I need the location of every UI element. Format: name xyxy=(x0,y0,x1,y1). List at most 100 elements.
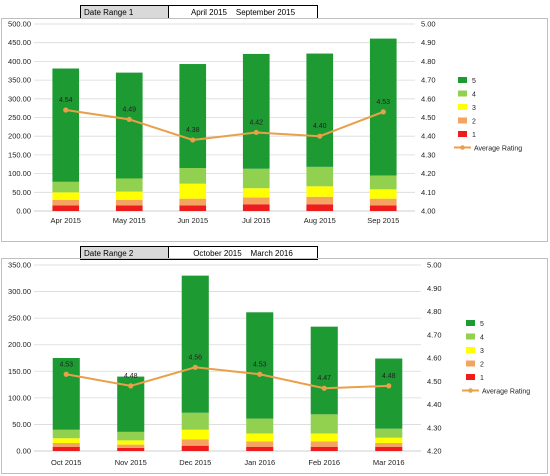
bar-segment-1 xyxy=(242,204,270,211)
y-tick-label: 200.00 xyxy=(8,340,31,349)
x-tick-label: Nov 2015 xyxy=(115,458,147,467)
bar-segment-2 xyxy=(310,441,338,447)
y-tick-label: 0.00 xyxy=(16,207,31,216)
legend-label: 1 xyxy=(472,132,476,139)
legend-swatch-4 xyxy=(466,333,475,340)
bar-segment-3 xyxy=(179,183,207,199)
y2-tick-label: 4.00 xyxy=(421,207,436,216)
bar-segment-5 xyxy=(52,68,80,182)
date-range-label: Date Range 1 xyxy=(81,6,169,18)
legend-swatch-3 xyxy=(466,347,475,353)
average-rating-point xyxy=(380,109,386,115)
x-tick-label: May 2015 xyxy=(113,216,146,225)
y2-tick-label: 4.90 xyxy=(427,284,442,293)
data-label: 4.40 xyxy=(313,123,327,130)
y-tick-label: 500.00 xyxy=(8,20,31,29)
legend-label: Average Rating xyxy=(482,389,530,396)
legend-label: 5 xyxy=(472,78,476,85)
legend-label: 1 xyxy=(480,375,484,382)
bar-segment-5 xyxy=(242,53,270,169)
bar-segment-4 xyxy=(52,181,80,193)
y-tick-label: 300.00 xyxy=(8,287,31,296)
bar-segment-5 xyxy=(310,326,338,415)
bar-segment-3 xyxy=(369,189,397,199)
data-label: 4.54 xyxy=(59,97,73,104)
bar-segment-1 xyxy=(375,446,403,451)
date-range-value: October 2015 March 2016 xyxy=(193,249,293,258)
bar-segment-3 xyxy=(52,192,80,200)
y2-tick-label: 4.10 xyxy=(421,188,436,197)
legend-label: 4 xyxy=(480,335,484,342)
bar-segment-4 xyxy=(246,418,274,434)
y-tick-label: 350.00 xyxy=(8,76,31,85)
data-label: 4.53 xyxy=(376,99,390,106)
bar-segment-2 xyxy=(181,439,209,446)
y2-tick-label: 4.50 xyxy=(421,113,436,122)
bar-segment-4 xyxy=(306,166,334,187)
average-rating-point xyxy=(126,116,132,122)
y-tick-label: 150.00 xyxy=(8,367,31,376)
date-range-label: Date Range 2 xyxy=(81,247,169,259)
data-label: 4.56 xyxy=(188,354,202,361)
x-tick-label: Mar 2016 xyxy=(373,458,405,467)
bar-segment-3 xyxy=(181,429,209,440)
bar-segment-2 xyxy=(369,198,397,206)
y2-tick-label: 4.30 xyxy=(427,423,442,432)
y2-tick-label: 4.60 xyxy=(421,94,436,103)
bar-segment-4 xyxy=(242,168,270,189)
chart-2 xyxy=(34,264,479,452)
bar-segment-1 xyxy=(246,446,274,451)
chart-panel-1 xyxy=(1,18,548,242)
legend-swatch-4 xyxy=(458,90,467,97)
bar-segment-1 xyxy=(52,446,80,451)
y2-tick-label: 4.20 xyxy=(427,447,442,456)
y2-tick-label: 5.00 xyxy=(421,20,436,29)
bar-segment-5 xyxy=(369,38,397,176)
x-tick-label: Oct 2015 xyxy=(51,458,81,467)
data-label: 4.38 xyxy=(186,127,200,134)
bar-segment-1 xyxy=(181,445,209,451)
data-label: 4.53 xyxy=(59,361,73,368)
bar-segment-4 xyxy=(117,431,145,441)
date-range-header-2: Date Range 2 October 2015 March 2016 xyxy=(80,246,318,260)
average-rating-point xyxy=(63,107,69,113)
bar-segment-1 xyxy=(369,205,397,211)
y-tick-label: 50.00 xyxy=(12,188,31,197)
y2-tick-label: 4.70 xyxy=(421,76,436,85)
data-label: 4.47 xyxy=(317,375,331,382)
y2-tick-label: 4.60 xyxy=(427,354,442,363)
y2-tick-label: 4.20 xyxy=(421,169,436,178)
x-tick-label: Sep 2015 xyxy=(367,216,399,225)
y-tick-label: 0.00 xyxy=(16,447,31,456)
bar-segment-3 xyxy=(375,437,403,444)
x-tick-label: Apr 2015 xyxy=(51,216,81,225)
legend-label: Average Rating xyxy=(474,146,522,153)
bar-segment-2 xyxy=(246,441,274,447)
bar-segment-3 xyxy=(306,186,334,197)
bar-segment-2 xyxy=(306,196,334,205)
bar-segment-5 xyxy=(52,358,80,430)
bar-segment-5 xyxy=(179,64,207,168)
y-tick-label: 100.00 xyxy=(8,169,31,178)
y2-tick-label: 4.50 xyxy=(427,377,442,386)
bar-segment-3 xyxy=(117,440,145,445)
bar-segment-5 xyxy=(115,72,143,179)
bar-segment-5 xyxy=(181,275,209,413)
average-rating-point xyxy=(321,385,327,391)
y-tick-label: 350.00 xyxy=(8,261,31,270)
data-label: 4.48 xyxy=(124,373,138,380)
y-tick-label: 250.00 xyxy=(8,314,31,323)
bar-segment-1 xyxy=(115,205,143,211)
y-tick-label: 450.00 xyxy=(8,38,31,47)
legend-swatch-2 xyxy=(458,117,467,124)
legend-swatch-3 xyxy=(458,104,467,110)
y-tick-label: 50.00 xyxy=(12,420,31,429)
average-rating-point xyxy=(63,371,69,377)
x-tick-label: Dec 2015 xyxy=(179,458,211,467)
y-tick-label: 300.00 xyxy=(8,94,31,103)
legend-label: 5 xyxy=(480,321,484,328)
bar-segment-4 xyxy=(181,412,209,430)
average-rating-point xyxy=(128,383,134,389)
